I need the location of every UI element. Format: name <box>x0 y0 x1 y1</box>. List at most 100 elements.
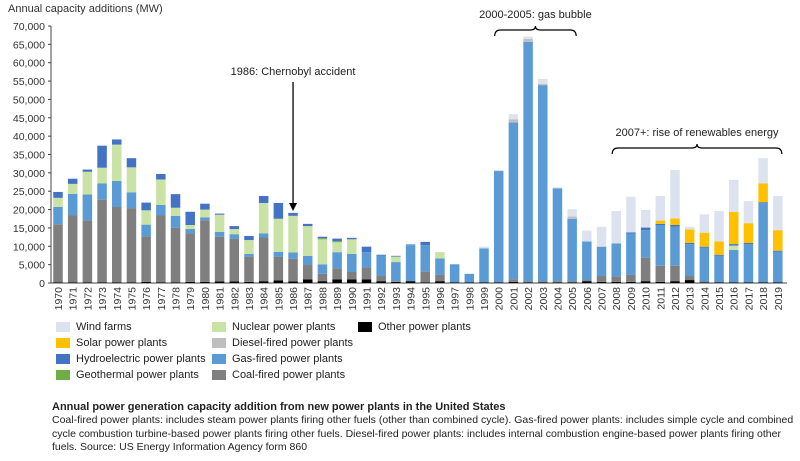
bar-segment-2016-gas-fired-power-plants <box>728 249 739 283</box>
x-tick-label: 1983 <box>244 287 256 311</box>
bar-segment-1978-nuclear-power-plants <box>170 207 181 216</box>
bar-segment-2019-gas-fired-power-plants <box>773 251 783 283</box>
bar-segment-1980-coal-fired-power-plants <box>200 220 210 282</box>
bar-segment-1978-coal-fired-power-plants <box>170 227 181 283</box>
annotation-gas-bubble-brace <box>494 25 577 37</box>
bar-segment-2010-other-power-plants <box>640 281 651 283</box>
legend-label: Solar power plants <box>76 337 168 349</box>
y-tick-label: 55,000 <box>13 76 45 88</box>
bar-segment-1986-gas-fired-power-plants <box>288 252 298 259</box>
x-tick-label: 2000 <box>494 287 506 311</box>
bar-segment-2000-wind-farms <box>493 169 504 172</box>
bar-segment-1993-gas-fired-power-plants <box>391 262 401 282</box>
y-tick-label: 30,000 <box>13 168 45 180</box>
legend-item: Nuclear power plants <box>212 320 335 334</box>
bar-segment-2006-wind-farms <box>582 230 592 242</box>
bar-segment-1984-coal-fired-power-plants <box>258 237 269 282</box>
bar-segment-1992-gas-fired-power-plants <box>376 255 386 277</box>
bar-segment-1990-other-power-plants <box>347 279 357 283</box>
bar-segment-1978-other-power-plants <box>170 282 181 283</box>
bar-segment-1985-coal-fired-power-plants <box>273 256 284 281</box>
capacity-chart: Annual capacity additions (MW) 0 5,000 10,0… <box>8 3 787 311</box>
bar-segment-2003-coal-fired-power-plants <box>538 281 548 283</box>
bar-segment-2011-wind-farms <box>655 195 666 221</box>
x-tick-label: 2010 <box>641 287 653 311</box>
x-tick-label: 1997 <box>450 287 462 311</box>
bar-segment-1981-coal-fired-power-plants <box>214 236 225 282</box>
bar-segment-2019-hydroelectric-power-plants <box>773 250 783 252</box>
bar-segment-1988-geothermal-power-plants <box>317 238 328 240</box>
bar-segment-2011-solar-power-plants <box>655 220 666 224</box>
bar-segment-2014-wind-farms <box>699 214 710 233</box>
bar-segment-2008-gas-fired-power-plants <box>611 243 621 277</box>
legend-label: Nuclear power plants <box>232 321 336 333</box>
bar-segment-1989-geothermal-power-plants <box>332 241 342 243</box>
legend-label: Gas-fired power plants <box>232 353 343 365</box>
y-tick-label: 15,000 <box>13 223 45 235</box>
bar-segment-1979-coal-fired-power-plants <box>185 233 195 282</box>
bar-segment-1991-coal-fired-power-plants <box>361 267 372 280</box>
bar-segment-1994-hydroelectric-power-plants <box>405 244 416 246</box>
bar-segment-1984-gas-fired-power-plants <box>258 233 269 238</box>
legend-item: Gas-fired power plants <box>212 352 343 366</box>
x-tick-label: 1990 <box>347 287 359 311</box>
bar-segment-2014-coal-fired-power-plants <box>699 281 710 283</box>
y-tick-label: 70,000 <box>13 21 45 33</box>
x-tick-label: 1976 <box>141 287 153 311</box>
bar-segment-2014-solar-power-plants <box>699 232 710 247</box>
bar-segment-1984-nuclear-power-plants <box>258 202 269 234</box>
bar-segment-1978-hydroelectric-power-plants <box>170 194 181 208</box>
bar-segment-2004-coal-fired-power-plants <box>552 281 563 283</box>
x-tick-label: 1988 <box>317 287 329 311</box>
x-tick-label: 2014 <box>699 287 711 311</box>
bar-segment-2009-coal-fired-power-plants <box>626 274 636 282</box>
bar-segment-1990-nuclear-power-plants <box>347 239 357 254</box>
bar-segment-2009-hydroelectric-power-plants <box>626 232 636 234</box>
bar-segment-2008-other-power-plants <box>611 281 621 283</box>
bar-segment-1975-hydroelectric-power-plants <box>126 158 137 168</box>
x-tick-label: 1987 <box>303 287 315 311</box>
y-tick-label: 35,000 <box>13 150 45 162</box>
bar-segment-1990-coal-fired-power-plants <box>347 271 357 280</box>
bar-segment-1971-gas-fired-power-plants <box>67 193 78 216</box>
bar-segment-2008-wind-farms <box>611 211 621 244</box>
bar-segment-1989-other-power-plants <box>332 279 342 283</box>
bar-segment-2010-hydroelectric-power-plants <box>640 227 651 231</box>
bar-segment-1985-hydroelectric-power-plants <box>273 202 284 219</box>
bar-segment-1997-gas-fired-power-plants <box>449 264 460 283</box>
bar-segment-1971-hydroelectric-power-plants <box>67 178 78 184</box>
bar-segment-1979-other-power-plants <box>185 281 195 283</box>
x-tick-label: 1985 <box>273 287 285 311</box>
legend-item: Geothermal power plants <box>56 368 199 382</box>
bar-segment-1970-coal-fired-power-plants <box>53 224 63 283</box>
bar-segment-2014-gas-fired-power-plants <box>699 247 710 282</box>
bar-segment-2017-hydroelectric-power-plants <box>743 242 754 245</box>
bar-segment-2015-gas-fired-power-plants <box>714 255 724 283</box>
bar-segment-2003-diesel-fired-power-plants <box>538 84 548 86</box>
bar-segment-1995-gas-fired-power-plants <box>420 245 430 272</box>
bar-segment-1979-gas-fired-power-plants <box>185 229 195 234</box>
bar-segment-2001-other-power-plants <box>508 281 519 283</box>
bar-segment-1976-hydroelectric-power-plants <box>141 202 151 211</box>
bar-segment-1994-other-power-plants <box>405 281 416 283</box>
legend-swatch <box>358 322 372 332</box>
legend-swatch <box>212 354 226 364</box>
bar-segment-2017-wind-farms <box>743 201 754 224</box>
bar-segment-2016-nuclear-power-plants <box>728 245 739 250</box>
bar-segment-1998-other-power-plants <box>464 282 475 283</box>
bar-segment-2001-wind-farms <box>508 114 519 120</box>
bar-segment-1977-nuclear-power-plants <box>156 179 166 205</box>
bar-segment-1975-coal-fired-power-plants <box>126 208 137 283</box>
x-tick-label: 1979 <box>185 287 197 311</box>
legend-swatch <box>56 354 70 364</box>
y-tick-label: 10,000 <box>13 241 45 253</box>
bar-segment-1988-gas-fired-power-plants <box>317 264 328 274</box>
bar-segment-1985-gas-fired-power-plants <box>273 251 284 257</box>
bar-segment-1996-nuclear-power-plants <box>435 252 445 259</box>
bar-segment-1983-hydroelectric-power-plants <box>244 236 254 241</box>
bar-segment-1972-nuclear-power-plants <box>82 171 93 195</box>
bar-segment-1993-other-power-plants <box>391 281 401 283</box>
x-tick-label: 2006 <box>582 287 594 311</box>
y-tick-label: 5,000 <box>19 260 45 272</box>
bar-segment-1974-gas-fired-power-plants <box>112 180 122 208</box>
